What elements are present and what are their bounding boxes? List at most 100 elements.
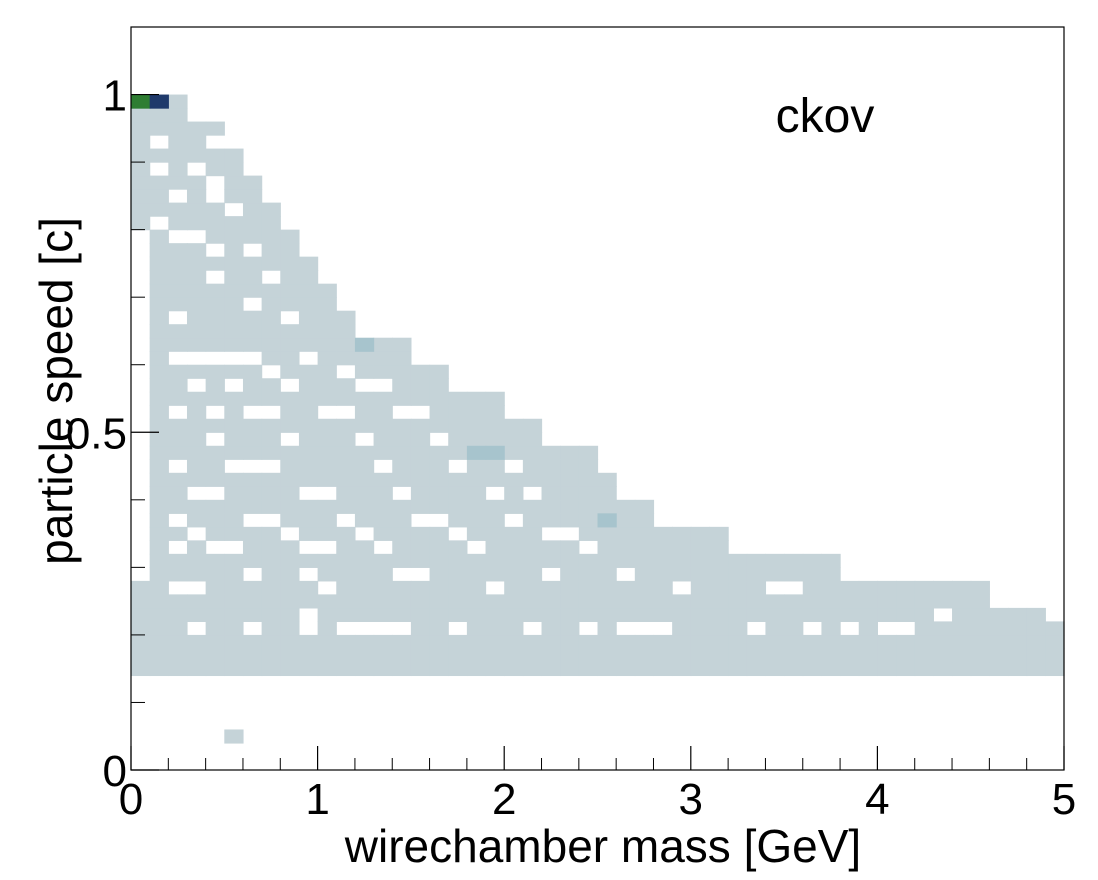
histogram-bin bbox=[242, 391, 263, 406]
histogram-bin bbox=[485, 621, 505, 636]
histogram-bin bbox=[746, 567, 767, 582]
histogram-bin bbox=[578, 459, 599, 474]
histogram-bin bbox=[504, 634, 524, 650]
histogram-bin bbox=[746, 607, 767, 622]
histogram-bin bbox=[392, 634, 412, 650]
histogram-bin bbox=[821, 648, 841, 663]
histogram-bin bbox=[504, 621, 524, 636]
histogram-bin bbox=[280, 607, 300, 622]
histogram-bin bbox=[485, 567, 505, 582]
histogram-bin bbox=[373, 418, 393, 433]
histogram-bin bbox=[429, 486, 449, 501]
histogram-bin bbox=[821, 553, 841, 568]
histogram-bin bbox=[373, 391, 393, 406]
histogram-bin bbox=[560, 499, 580, 514]
histogram-bin bbox=[280, 364, 300, 379]
histogram-bin bbox=[541, 445, 561, 460]
histogram-bin bbox=[989, 607, 1009, 622]
histogram-bin bbox=[261, 499, 281, 514]
histogram-bin bbox=[597, 486, 617, 501]
histogram-bin bbox=[186, 283, 207, 298]
histogram-bin bbox=[410, 621, 431, 636]
histogram-bin bbox=[205, 648, 225, 663]
histogram-bin bbox=[298, 297, 319, 312]
histogram-bin bbox=[952, 661, 972, 677]
histogram-bin bbox=[261, 580, 281, 595]
histogram-bin bbox=[354, 580, 375, 595]
histogram-bin bbox=[578, 648, 599, 663]
histogram-bin bbox=[205, 621, 225, 636]
histogram-bin bbox=[858, 648, 878, 663]
histogram-bin bbox=[802, 648, 823, 663]
histogram-bin bbox=[429, 378, 449, 393]
histogram-bin bbox=[261, 418, 281, 433]
histogram-bin bbox=[504, 432, 524, 447]
histogram-bin bbox=[354, 648, 375, 663]
histogram-bin bbox=[485, 499, 505, 514]
histogram-bin bbox=[597, 513, 617, 528]
histogram-bin bbox=[298, 283, 319, 298]
histogram-bin bbox=[466, 526, 487, 541]
histogram-bin bbox=[578, 567, 599, 582]
histogram-bin bbox=[448, 553, 468, 568]
histogram-bin bbox=[168, 202, 188, 217]
histogram-bin bbox=[280, 405, 300, 420]
histogram-bin bbox=[728, 567, 748, 582]
histogram-bin bbox=[597, 472, 617, 487]
histogram-bin bbox=[149, 526, 169, 541]
histogram-bin bbox=[952, 621, 972, 636]
histogram-bin bbox=[522, 432, 543, 447]
histogram-bin bbox=[280, 297, 300, 312]
histogram-bin bbox=[597, 540, 617, 555]
histogram-bin bbox=[224, 337, 244, 352]
histogram-bin bbox=[298, 661, 319, 677]
histogram-bin bbox=[354, 499, 375, 514]
histogram-bin bbox=[224, 513, 244, 528]
histogram-bin bbox=[336, 351, 356, 366]
histogram-bin bbox=[429, 634, 449, 650]
histogram-bin bbox=[298, 405, 319, 420]
histogram-bin bbox=[224, 162, 244, 177]
histogram-bin bbox=[168, 108, 188, 123]
histogram-bin bbox=[634, 594, 655, 609]
histogram-bin bbox=[317, 337, 337, 352]
histogram-bin bbox=[485, 526, 505, 541]
histogram-bin bbox=[522, 459, 543, 474]
histogram-bin bbox=[242, 540, 263, 555]
histogram-bin bbox=[728, 634, 748, 650]
histogram-bin bbox=[280, 540, 300, 555]
histogram-bin bbox=[784, 661, 804, 677]
histogram-bin bbox=[261, 486, 281, 501]
histogram-bin bbox=[205, 324, 225, 339]
histogram-bin bbox=[131, 621, 151, 636]
histogram-bin bbox=[840, 607, 860, 622]
histogram-bin bbox=[429, 526, 449, 541]
histogram-bin bbox=[317, 553, 337, 568]
histogram-bin bbox=[1045, 634, 1065, 650]
histogram-bin bbox=[672, 553, 692, 568]
histogram-bin bbox=[280, 324, 300, 339]
histogram-bin bbox=[280, 472, 300, 487]
histogram-bin bbox=[989, 648, 1009, 663]
histogram-bin bbox=[1026, 634, 1046, 650]
histogram-bin bbox=[746, 634, 767, 650]
histogram-bin bbox=[410, 553, 431, 568]
histogram-bin bbox=[802, 553, 823, 568]
histogram-bin bbox=[802, 634, 823, 650]
histogram-bin bbox=[317, 459, 337, 474]
histogram-bin bbox=[149, 337, 169, 352]
histogram-bin bbox=[392, 391, 412, 406]
histogram-bin bbox=[821, 661, 841, 677]
histogram-bin bbox=[597, 594, 617, 609]
histogram-bin bbox=[914, 594, 934, 609]
histogram-bin bbox=[392, 540, 412, 555]
histogram-bin bbox=[466, 661, 487, 677]
histogram-bin bbox=[168, 567, 188, 582]
histogram-bin bbox=[522, 445, 543, 460]
histogram-bin bbox=[317, 364, 337, 379]
histogram-bin bbox=[522, 648, 543, 663]
histogram-bin bbox=[186, 148, 207, 163]
histogram-bin bbox=[186, 135, 207, 150]
histogram-bin bbox=[690, 607, 711, 622]
